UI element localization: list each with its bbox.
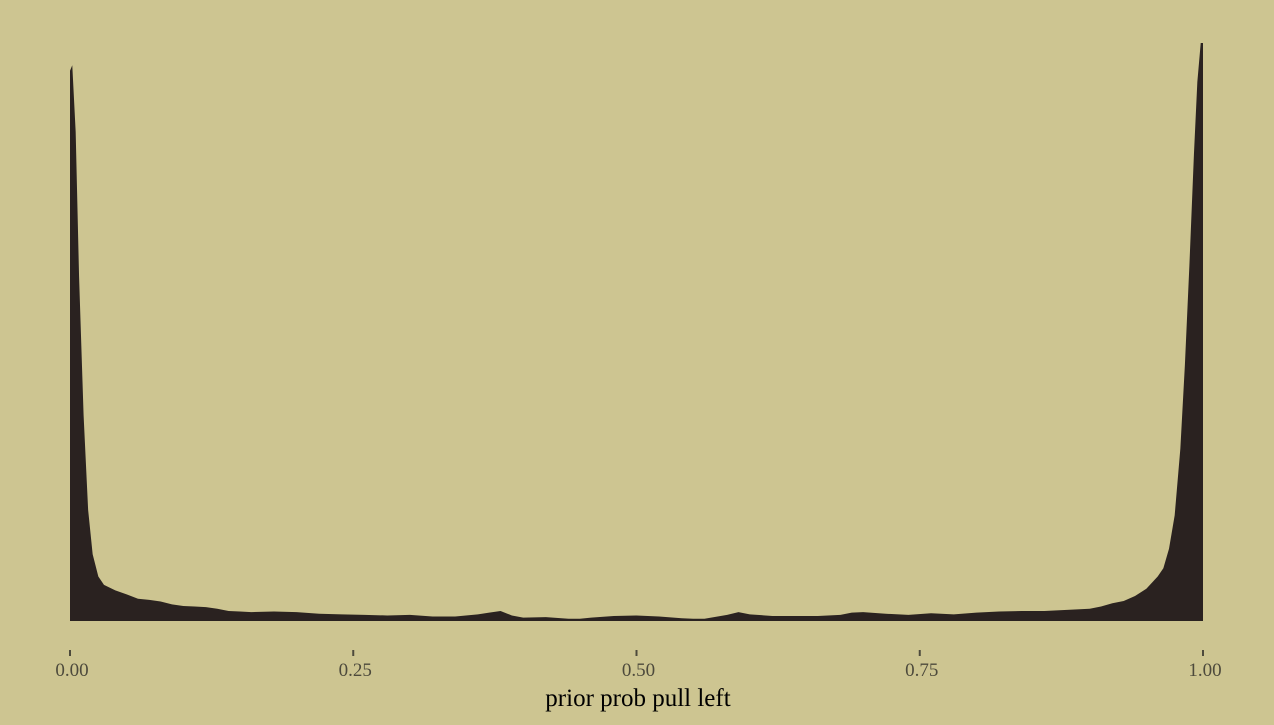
x-tick-label: 0.75 — [905, 660, 938, 681]
x-axis-title: prior prob pull left — [545, 685, 730, 712]
x-tick-label: 0.50 — [622, 660, 655, 681]
x-tick-label: 0.25 — [339, 660, 372, 681]
x-tick-label: 0.00 — [55, 660, 88, 681]
x-axis-ticks: 0.00 0.25 0.50 0.75 1.00 — [55, 650, 1222, 681]
x-tick-label: 1.00 — [1188, 660, 1221, 681]
